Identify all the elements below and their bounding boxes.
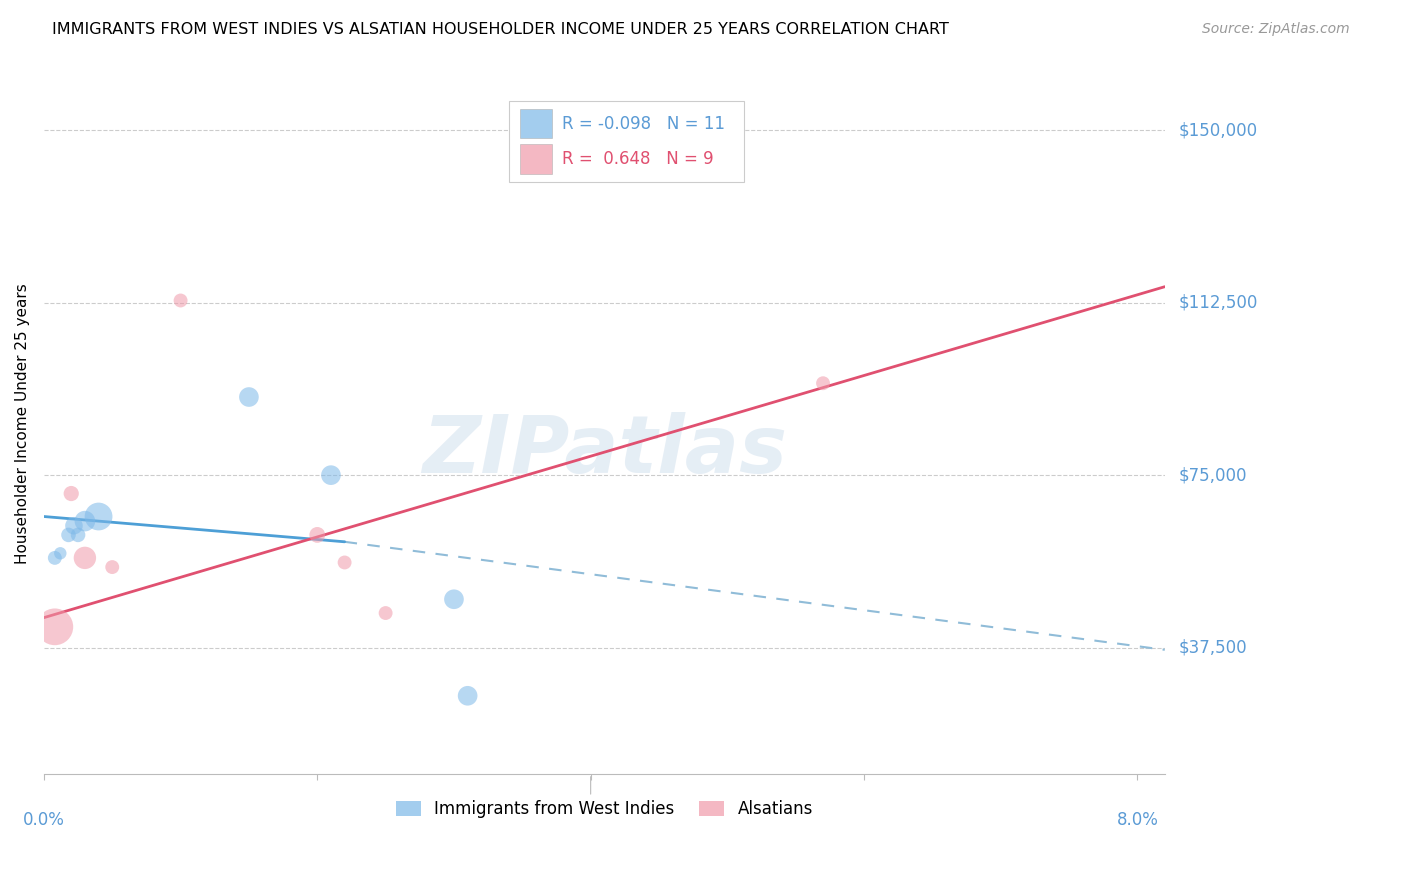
Point (101, 560, 124, 574)
Point (67, 528, 90, 542)
Point (63, 518, 86, 533)
Point (169, 293, 191, 308)
Text: R = -0.098   N = 11: R = -0.098 N = 11 (562, 114, 724, 133)
FancyBboxPatch shape (509, 101, 744, 182)
Point (457, 689, 479, 703)
Legend: Immigrants from West Indies, Alsatians: Immigrants from West Indies, Alsatians (389, 794, 820, 825)
Text: ZIPatlas: ZIPatlas (422, 412, 787, 491)
FancyBboxPatch shape (520, 109, 551, 138)
Point (443, 592, 465, 607)
Text: $75,000: $75,000 (1178, 467, 1247, 484)
Point (374, 606, 396, 620)
Point (238, 390, 260, 404)
Text: 8.0%: 8.0% (1116, 811, 1159, 829)
Text: $112,500: $112,500 (1178, 293, 1258, 312)
Text: IMMIGRANTS FROM WEST INDIES VS ALSATIAN HOUSEHOLDER INCOME UNDER 25 YEARS CORREL: IMMIGRANTS FROM WEST INDIES VS ALSATIAN … (52, 22, 949, 37)
Point (58, 528, 80, 542)
FancyBboxPatch shape (520, 145, 551, 174)
Point (811, 376, 834, 391)
Point (87, 509, 110, 524)
Point (73, 550, 96, 565)
Point (333, 556, 356, 570)
Text: R =  0.648   N = 9: R = 0.648 N = 9 (562, 150, 713, 168)
Point (60, 486, 83, 500)
Point (44, 620, 66, 634)
Y-axis label: Householder Income Under 25 years: Householder Income Under 25 years (15, 283, 30, 564)
Text: Source: ZipAtlas.com: Source: ZipAtlas.com (1202, 22, 1350, 37)
Text: $37,500: $37,500 (1178, 639, 1247, 657)
Text: $150,000: $150,000 (1178, 121, 1257, 139)
Point (307, 528, 329, 542)
Point (44, 550, 66, 565)
Point (49, 546, 72, 560)
Point (73, 514, 96, 528)
Point (319, 468, 342, 483)
Text: 0.0%: 0.0% (22, 811, 65, 829)
